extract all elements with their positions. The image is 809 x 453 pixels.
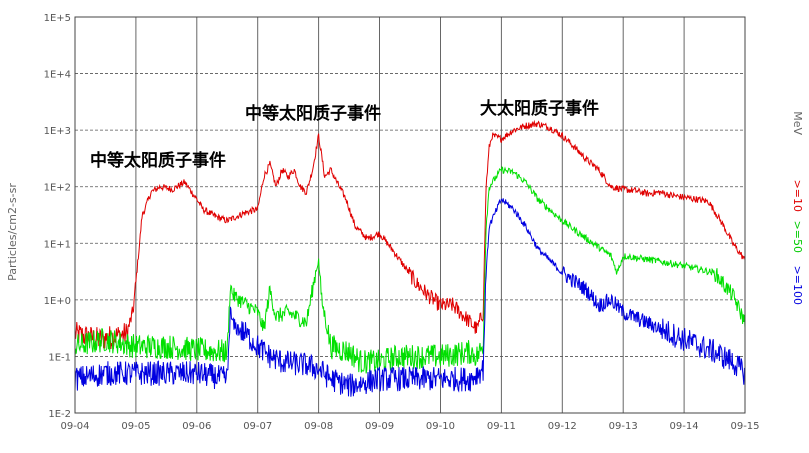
series-line-ge10 — [74, 119, 746, 350]
y-tick-label: 1E+2 — [44, 183, 71, 194]
x-tick-label: 09-04 — [60, 421, 89, 432]
y-tick-label: 1E+3 — [44, 126, 71, 137]
series-lines — [74, 119, 746, 397]
series-line-ge50 — [74, 166, 746, 375]
plot-frame — [74, 16, 746, 414]
legend-unit: MeV — [791, 111, 804, 135]
y-tick-label: 1E-2 — [48, 409, 71, 420]
series-line-ge100 — [74, 198, 746, 397]
tick-labels: 1E-2 1E-1 1E+0 1E+1 1E+2 1E+3 1E+4 1E+5 09-04 09-… — [44, 13, 760, 432]
annotation-moderate-spe-2: 中等太阳质子事件 — [245, 103, 381, 124]
x-tick-label: 09-05 — [121, 421, 150, 432]
x-tick-label: 09-07 — [243, 421, 272, 432]
legend-label-ge10: >=10 — [791, 180, 804, 212]
annotation-moderate-spe-1: 中等太阳质子事件 — [90, 150, 226, 171]
x-tick-label: 09-15 — [730, 421, 759, 432]
y-tick-label: 1E+1 — [44, 239, 71, 250]
y-tick-label: 1E+0 — [44, 296, 71, 307]
legend-label-ge50: >=50 — [791, 221, 804, 253]
x-tick-label: 09-12 — [548, 421, 577, 432]
axes — [74, 16, 746, 414]
x-tick-label: 09-09 — [365, 421, 394, 432]
y-tick-label: 1E-1 — [48, 352, 71, 363]
y-axis-title: Particles/cm2-s-sr — [6, 183, 19, 281]
annotation-large-spe: 大太阳质子事件 — [480, 98, 599, 119]
x-tick-label: 09-14 — [670, 421, 699, 432]
x-tick-label: 09-06 — [182, 421, 211, 432]
y-tick-label: 1E+5 — [44, 13, 71, 24]
y-tick-label: 1E+4 — [44, 70, 71, 81]
x-tick-label: 09-08 — [304, 421, 333, 432]
x-tick-label: 09-11 — [487, 421, 516, 432]
x-tick-label: 09-13 — [609, 421, 638, 432]
legend-label-ge100: >=100 — [791, 266, 804, 305]
x-tick-label: 09-10 — [426, 421, 455, 432]
